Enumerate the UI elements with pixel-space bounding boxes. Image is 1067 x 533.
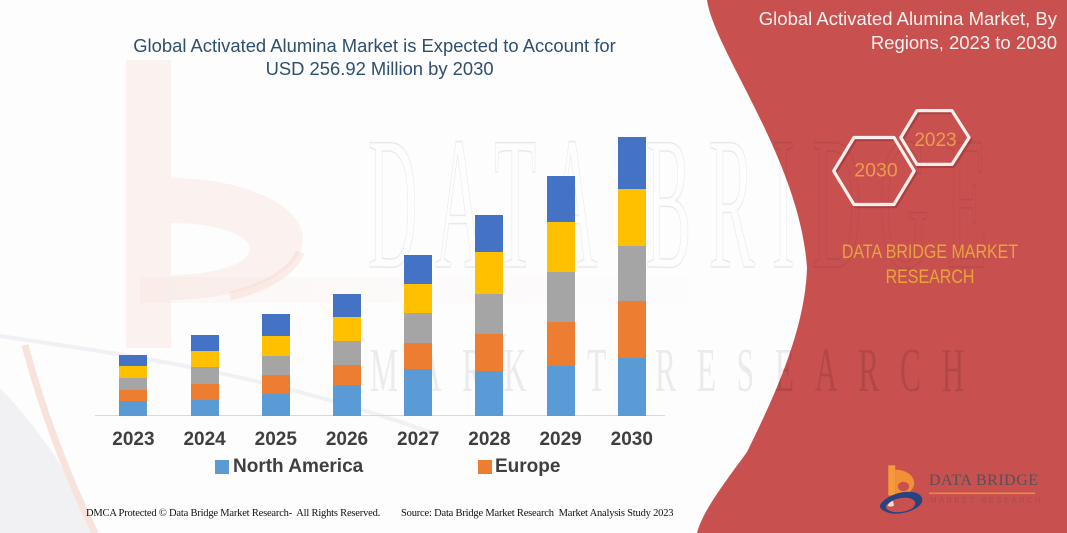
svg-text:2023: 2023 [914, 130, 956, 151]
svg-text:2030: 2030 [854, 160, 898, 182]
